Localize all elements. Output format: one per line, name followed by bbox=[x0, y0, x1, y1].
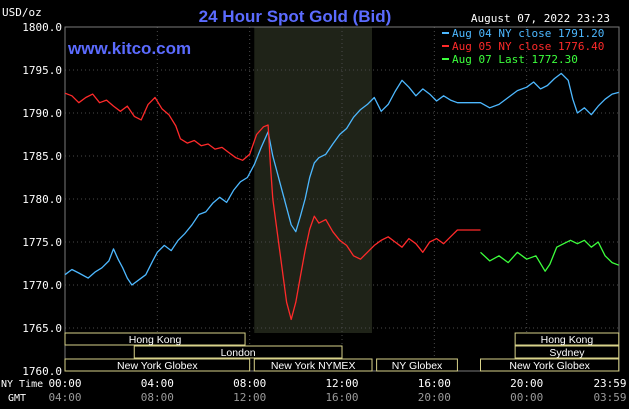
y-tick-label: 1795.0 bbox=[22, 64, 62, 77]
session-label: NY Globex bbox=[392, 360, 443, 372]
session-label: Hong Kong bbox=[541, 334, 594, 346]
timestamp-label: August 07, 2022 23:23 bbox=[471, 12, 610, 25]
x-tick-label-ny: 23:59 bbox=[593, 377, 626, 390]
brand-watermark: www.kitco.com bbox=[67, 39, 191, 58]
x-tick-label-gmt: 08:00 bbox=[141, 391, 174, 404]
session-bar bbox=[480, 358, 620, 372]
session-label: Hong Kong bbox=[129, 334, 182, 346]
x-axis-ticks: 00:00 04:00 08:00 12:00 16:00 20:00 23:5904:00… bbox=[48, 377, 626, 404]
legend-entry: Aug 04 NY close 1791.20 bbox=[452, 27, 604, 40]
session-label: New York NYMEX bbox=[271, 360, 356, 372]
series-line bbox=[480, 239, 620, 272]
chart-title: 24 Hour Spot Gold (Bid) bbox=[199, 7, 392, 26]
session-bar bbox=[253, 358, 373, 372]
gmt-row-label: GMT bbox=[8, 393, 26, 404]
x-tick-label-ny: 16:00 bbox=[418, 377, 451, 390]
x-tick-label-ny: 00:00 bbox=[48, 377, 81, 390]
session-bar bbox=[514, 332, 620, 346]
series-line bbox=[64, 92, 481, 321]
y-tick-label: 1765.0 bbox=[22, 322, 62, 335]
y-tick-label: 1760.0 bbox=[22, 365, 62, 378]
x-tick-label-gmt: 00:00 bbox=[510, 391, 543, 404]
x-tick-label-ny: 20:00 bbox=[510, 377, 543, 390]
y-tick-label: 1800.0 bbox=[22, 21, 62, 34]
y-tick-label: 1780.0 bbox=[22, 193, 62, 206]
ny-time-row-label: NY Time bbox=[1, 379, 43, 390]
y-tick-label: 1775.0 bbox=[22, 236, 62, 249]
units-label: USD/oz bbox=[2, 6, 42, 19]
y-tick-label: 1785.0 bbox=[22, 150, 62, 163]
session-label: London bbox=[221, 347, 256, 359]
legend-entry: Aug 05 NY close 1776.40 bbox=[452, 40, 604, 53]
nymex-session-band bbox=[254, 27, 373, 333]
session-bar bbox=[376, 358, 458, 372]
series-layer bbox=[64, 72, 620, 321]
grid-lines bbox=[65, 27, 619, 371]
x-tick-label-gmt: 16:00 bbox=[325, 391, 358, 404]
x-tick-label-ny: 04:00 bbox=[141, 377, 174, 390]
y-tick-label: 1770.0 bbox=[22, 279, 62, 292]
session-bar bbox=[64, 358, 251, 372]
session-label: New York Globex bbox=[509, 360, 590, 372]
x-tick-label-ny: 12:00 bbox=[325, 377, 358, 390]
series-line bbox=[64, 72, 619, 286]
market-sessions: Hong Kong London New York Globex New York N… bbox=[64, 332, 620, 372]
session-label: New York Globex bbox=[117, 360, 198, 372]
legend-entry: Aug 07 Last 1772.30 bbox=[452, 53, 578, 66]
x-tick-label-gmt: 03:59 bbox=[593, 391, 626, 404]
x-tick-label-gmt: 20:00 bbox=[418, 391, 451, 404]
session-bar bbox=[514, 345, 620, 359]
session-bar bbox=[133, 345, 343, 359]
y-tick-label: 1790.0 bbox=[22, 107, 62, 120]
session-bar bbox=[64, 332, 246, 346]
x-tick-label-gmt: 12:00 bbox=[233, 391, 266, 404]
y-axis-ticks: 1800.0 1795.0 1790.0 1785.0 1780.0 1775.0 1770… bbox=[22, 21, 62, 378]
x-tick-label-gmt: 04:00 bbox=[48, 391, 81, 404]
session-label: Sydney bbox=[549, 347, 585, 359]
x-tick-label-ny: 08:00 bbox=[233, 377, 266, 390]
